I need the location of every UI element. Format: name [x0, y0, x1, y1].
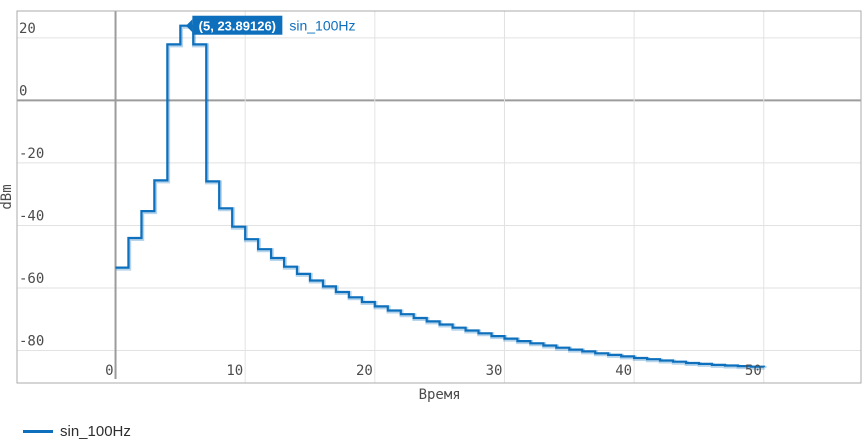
y-tick-label: 0 [19, 83, 27, 99]
x-tick-label: 30 [486, 363, 503, 379]
series-line-sin-100hz[interactable] [115, 24, 765, 368]
x-tick-label: 40 [615, 363, 632, 379]
y-tick-label: -40 [19, 208, 44, 224]
legend-item-sin-100hz[interactable]: sin_100Hz [23, 424, 131, 439]
tooltip-value-text: (5, 23.89126) [199, 18, 276, 33]
x-tick-label: 20 [356, 363, 373, 379]
y-tick-label: -60 [19, 271, 44, 287]
x-tick-label: 0 [105, 363, 113, 379]
y-tick-label: -20 [19, 146, 44, 162]
y-tick-label: -80 [19, 333, 44, 349]
tooltip-flag [192, 15, 283, 35]
legend-label: sin_100Hz [60, 423, 131, 439]
y-tick-label: 20 [19, 21, 36, 37]
plot-border [16, 10, 862, 384]
tooltip-arrow [185, 19, 193, 33]
y-axis-title: dBm [0, 184, 15, 209]
x-tick-label: 50 [745, 363, 762, 379]
legend-line-swatch [23, 430, 53, 433]
tooltip-series-name: sin_100Hz [289, 17, 355, 33]
x-axis-title: Время [419, 387, 461, 403]
x-tick-label: 10 [226, 363, 243, 379]
series-line-halo [116, 24, 767, 370]
